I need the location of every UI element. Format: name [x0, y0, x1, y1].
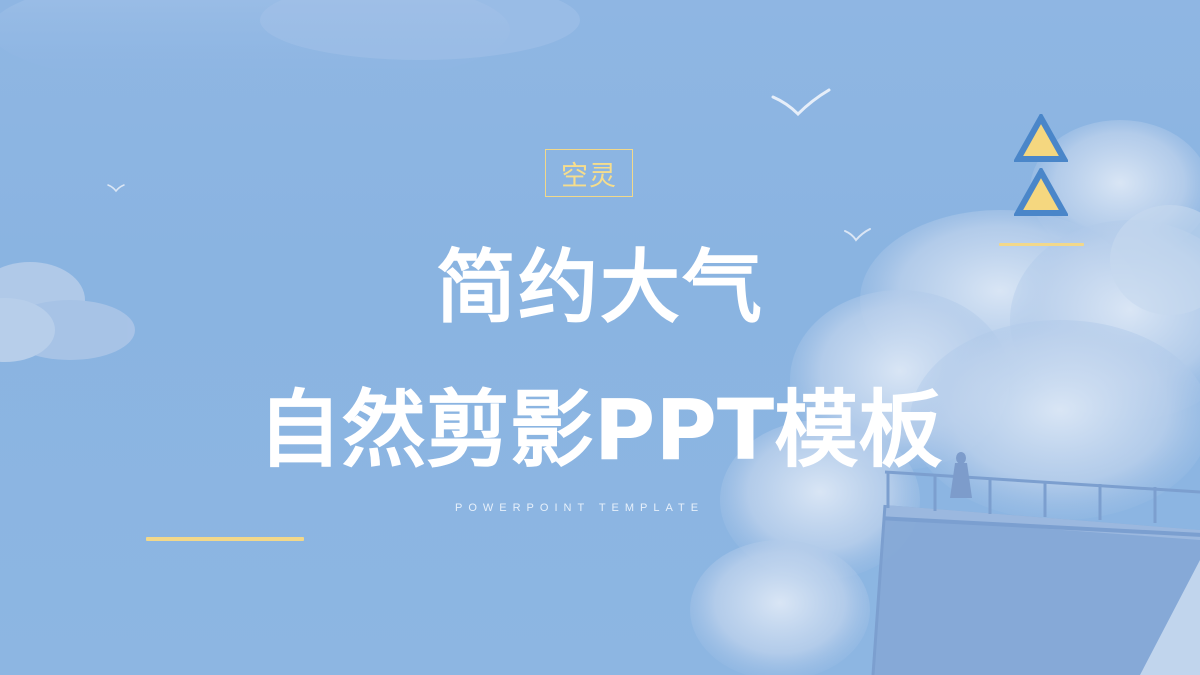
bird-icon [844, 228, 871, 242]
title-line-1: 简约大气 [436, 241, 764, 334]
railing-silhouette [871, 452, 1200, 675]
tag-label: 空灵 [545, 149, 633, 197]
accent-line-left [146, 537, 304, 541]
subtitle: POWERPOINT TEMPLATE [455, 502, 705, 514]
bird-icon [107, 184, 125, 193]
accent-line-right [999, 243, 1084, 246]
top-haze-cloud [0, 0, 580, 90]
title-line-2: 自然剪影PPT模板 [257, 381, 943, 479]
bird-icon [771, 88, 831, 117]
triangle-icon [1014, 114, 1068, 162]
left-cloud [0, 262, 135, 362]
triangle-icon [1014, 168, 1068, 216]
right-cloud [690, 120, 1200, 675]
